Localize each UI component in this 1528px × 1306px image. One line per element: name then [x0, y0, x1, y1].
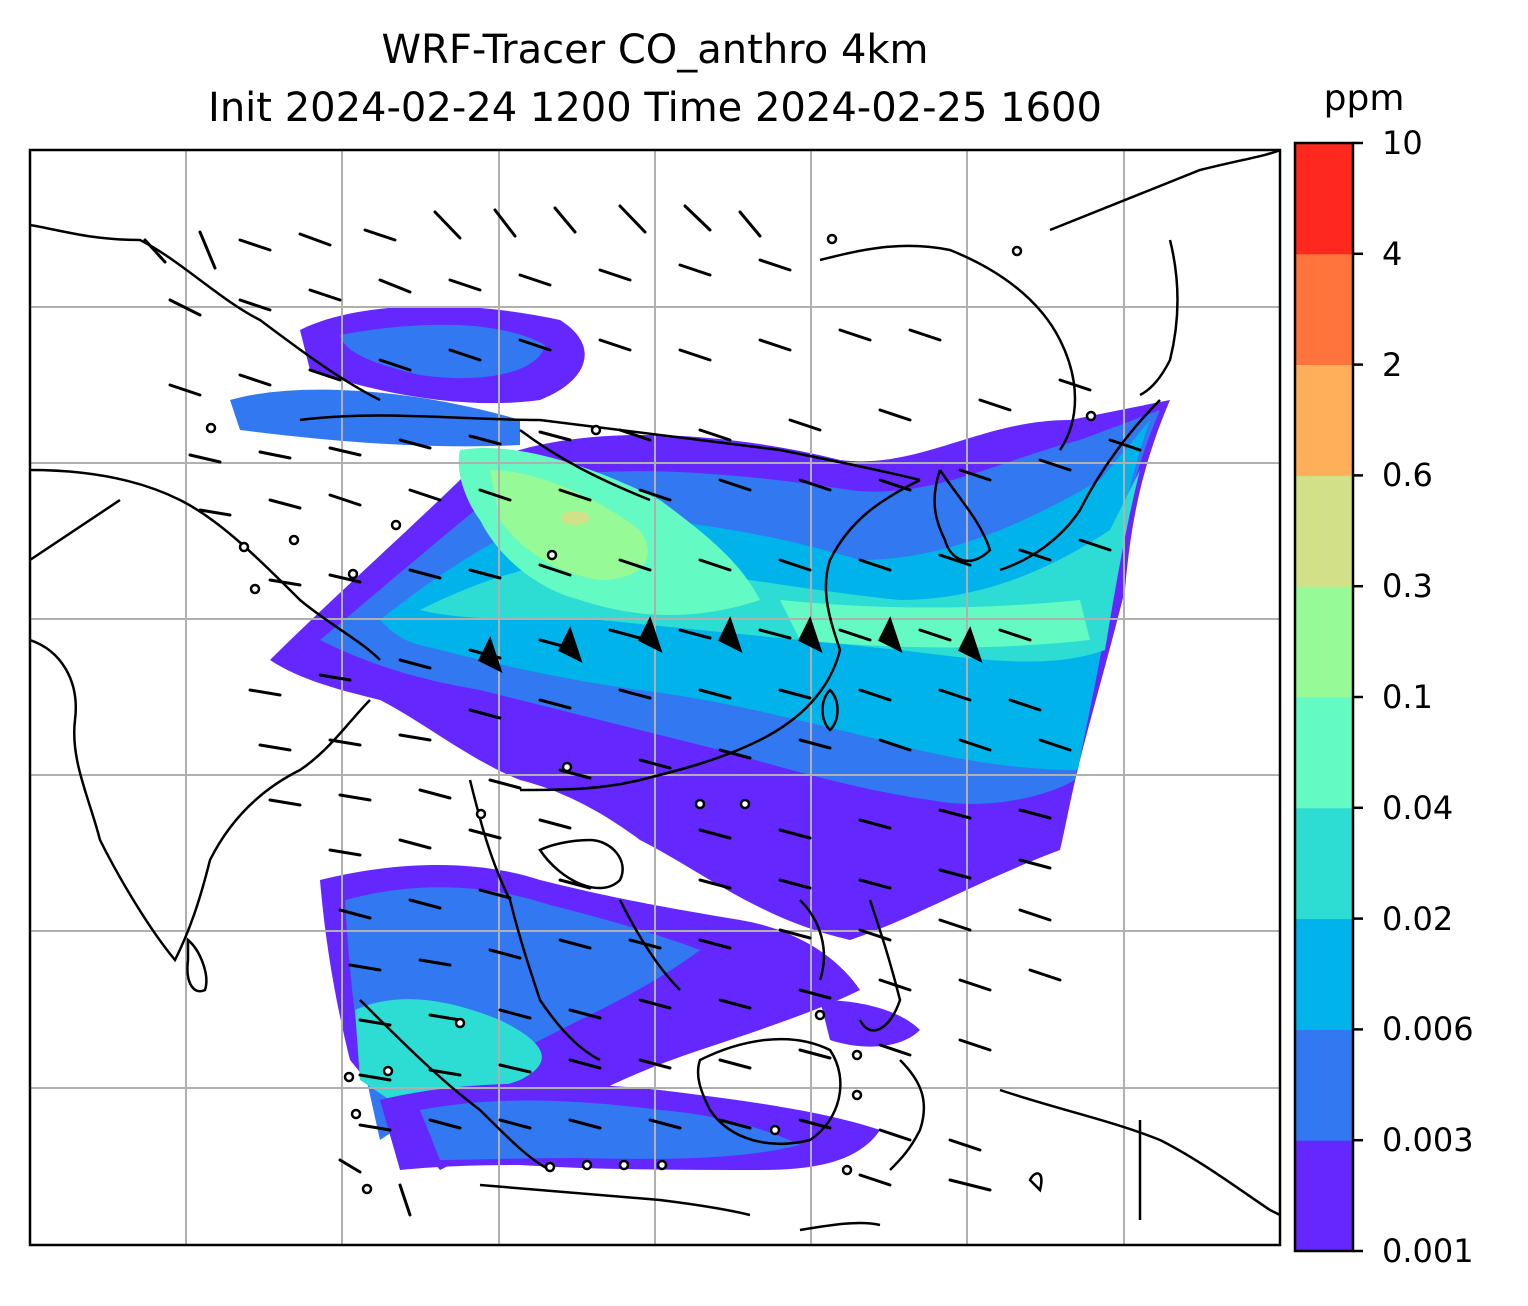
colorbar-tick-label: 0.003: [1382, 1121, 1474, 1160]
colorbar-tick-label: 0.3: [1382, 567, 1433, 606]
colorbar-tick-label: 10: [1382, 124, 1423, 162]
map-title-line1: WRF-Tracer CO_anthro 4km: [381, 27, 929, 73]
colorbar-band: [1295, 586, 1353, 698]
colorbar-band: [1295, 1140, 1353, 1252]
colorbar-tick-label: 4: [1382, 234, 1403, 273]
colorbar-band: [1295, 807, 1353, 920]
map-panel: [30, 150, 1280, 1245]
colorbar: [1293, 141, 1363, 1253]
colorbar-band: [1295, 143, 1353, 255]
colorbar-band: [1295, 697, 1353, 809]
colorbar-tick-label: 0.02: [1382, 899, 1454, 938]
map-title-line2: Init 2024-02-24 1200 Time 2024-02-25 160…: [208, 85, 1102, 131]
colorbar-band: [1295, 253, 1353, 366]
wind-barbs: [143, 204, 1142, 1217]
calm-circles: [205, 233, 1097, 1195]
colorbar-band: [1295, 1029, 1353, 1141]
colorbar-tick-label: 0.001: [1382, 1232, 1474, 1270]
colorbar-tick-label: 0.04: [1382, 788, 1454, 827]
colorbar-ticks: [1353, 141, 1363, 1253]
colorbar-bands: [1295, 143, 1353, 1252]
colorbar-band: [1295, 475, 1353, 587]
colorbar-tick-label: 2: [1382, 345, 1403, 384]
colorbar-unit-label: ppm: [1323, 78, 1405, 119]
co-tracer-field: [230, 306, 1170, 1170]
colorbar-tick-label: 0.1: [1382, 678, 1433, 716]
colorbar-tick-label: 0.6: [1382, 456, 1433, 495]
map-frame: [28, 148, 1282, 1247]
colorbar-band: [1295, 364, 1353, 476]
colorbar-tick-label: 0.006: [1382, 1010, 1474, 1049]
colorbar-band: [1295, 918, 1353, 1030]
coastlines: [30, 150, 1280, 1232]
